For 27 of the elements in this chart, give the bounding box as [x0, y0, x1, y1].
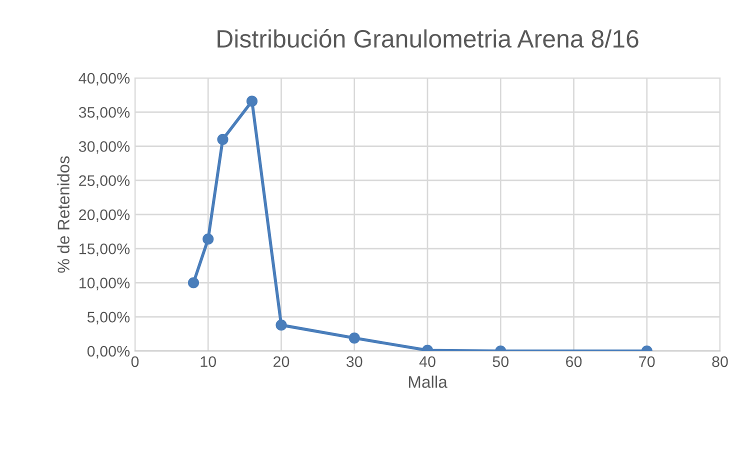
- chart-title: Distribución Granulometria Arena 8/16: [218, 29, 638, 48]
- y-tick-label: 25,00%: [79, 175, 130, 188]
- y-tick-label: 30,00%: [78, 141, 130, 154]
- x-axis-title: Malla: [408, 376, 448, 388]
- y-tick-label: 20,00%: [79, 209, 130, 222]
- point: [202, 234, 214, 245]
- x-tick-label: 50: [492, 356, 509, 368]
- y-axis-title: % de Retenidos: [57, 156, 70, 273]
- y-tick-label: 10,00%: [79, 278, 130, 290]
- x-tick-label: 40: [419, 356, 436, 368]
- y-tick-label: 35,00%: [78, 106, 130, 120]
- y-tick-label: 5,00%: [87, 312, 130, 324]
- x-tick-label: 70: [639, 356, 655, 368]
- y-tick-label: 40,00%: [78, 72, 130, 86]
- point: [348, 332, 360, 344]
- x-tick-label: 60: [566, 356, 582, 368]
- point: [276, 320, 287, 331]
- point: [246, 96, 258, 107]
- point: [188, 277, 200, 288]
- x-tick-label: 20: [274, 356, 290, 368]
- x-tick-label: 80: [712, 356, 728, 368]
- point: [217, 134, 228, 145]
- x-tick-label: 10: [200, 356, 216, 368]
- y-tick-label: 15,00%: [79, 243, 130, 256]
- x-tick-label: 0: [131, 356, 139, 368]
- x-tick-label: 30: [346, 356, 362, 368]
- y-tick-label: 0,00%: [87, 346, 130, 358]
